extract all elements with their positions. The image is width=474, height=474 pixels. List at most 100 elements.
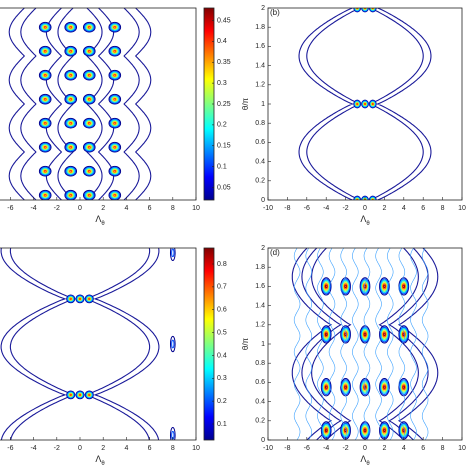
contour-blob [87,297,92,301]
y-tick-label: 2 [261,5,265,12]
contour-blob [109,46,121,56]
contour-blob [40,71,50,79]
contour-blob [39,118,51,128]
contour-blob [87,73,91,77]
contour-blob [111,48,119,55]
colorbar-tick-label: 0.35 [217,59,231,66]
contour-blob [379,379,390,396]
contour-blob [354,196,361,200]
contour-blob [109,190,121,200]
contour-blob [83,70,95,80]
colorbar-tick-label: 0.3 [217,375,227,382]
contour-line [86,8,103,200]
x-tick-label: 10 [458,205,466,212]
contour-blob [321,278,331,295]
contour-line [291,248,333,440]
contour-blob [360,326,370,343]
contour-blob [85,96,93,103]
contour-blob [113,73,117,77]
colorbar-tick-label: 0.2 [217,398,227,405]
contour-blob [38,69,52,81]
contour-blob [43,73,47,77]
contour-blob [362,382,368,392]
contour-blob [66,391,75,399]
contour-blob [359,378,371,397]
contour-blob [65,46,77,56]
contour-line [386,248,394,440]
y-tick-label: 0.4 [255,158,265,165]
contour-blob [381,424,388,436]
colorbar-tick-label: 0.3 [217,80,227,87]
x-tick-label: -4 [30,205,36,212]
x-tick-label: 10 [192,445,200,452]
contour-blob [68,49,74,54]
contour-blob [361,8,369,13]
contour-blob [38,165,52,177]
contour-blob [64,21,78,33]
contour-blob [362,101,368,107]
contour-line [352,248,359,440]
contour-blob [78,393,82,397]
contour-blob [340,325,351,344]
contour-blob [42,49,48,54]
contour-blob [383,428,386,433]
contour-blob [361,424,369,436]
contour-blob [109,22,121,32]
contour-blob [42,25,48,30]
contour-blob [84,95,94,103]
contour-blob [112,121,118,126]
contour-blob [379,277,390,296]
colorbar-tick-label: 0.1 [217,421,227,428]
colorbar-tick-label: 0.5 [217,329,227,336]
x-label-sub: θ [101,221,105,227]
x-tick-label: 0 [78,205,82,212]
x-tick-label: 8 [171,205,175,212]
contour-layer [8,8,152,200]
contour-blob [363,331,367,338]
contour-blob [370,8,375,11]
contour-blob [76,295,84,302]
contour-blob [40,143,50,151]
contour-blob [402,284,405,289]
contour-blob [82,141,96,153]
contour-blob [88,297,91,301]
contour-blob [368,99,377,109]
contour-blob [113,145,117,149]
contour-blob [84,71,94,79]
contour-blob [361,99,369,109]
colorbar-tick-label: 0.4 [217,38,227,45]
y-tick-label: 1 [261,101,265,108]
colorbar-tick-label: 0.4 [217,352,227,359]
contour-blob [68,97,74,102]
contour-blob [362,330,368,339]
contour-blob [39,22,51,32]
contour-blob [43,25,47,29]
contour-blob [325,428,328,433]
contour-blob [322,423,331,438]
contour-blob [43,193,47,197]
contour-blob [68,297,73,301]
contour-blob [341,380,350,394]
contour-blob [111,192,119,199]
contour-blob [380,279,389,294]
y-tick-label: 1 [261,341,265,348]
contour-blob [86,296,92,302]
contour-blob [64,165,78,177]
y-tick-label: 0.4 [255,398,265,405]
contour-blob [67,168,75,175]
contour-blob [86,392,92,398]
contour-blob [42,193,48,198]
contour-blob [361,380,369,394]
contour-blob [67,96,75,103]
contour-blob [353,196,361,200]
contour-layer [0,248,176,440]
contour-blob [83,118,95,128]
contour-blob [171,248,175,258]
x-tick-label: -6 [7,445,13,452]
contour-blob [112,145,118,150]
contour-blob [363,384,367,391]
contour-blob [82,21,96,33]
contour-blob [322,381,330,393]
contour-blob [109,70,121,80]
colorbar-tick-label: 0.25 [217,101,231,108]
